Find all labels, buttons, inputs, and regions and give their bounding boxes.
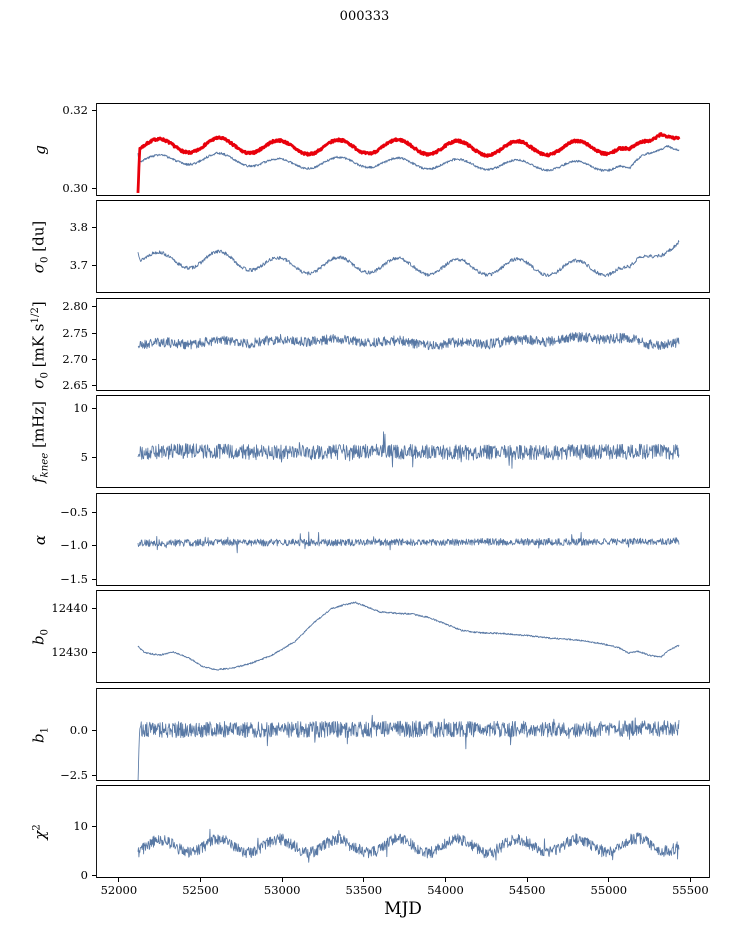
y-axis-label-segment: σ bbox=[29, 262, 48, 273]
y-tick-mark bbox=[92, 226, 96, 228]
y-tick-label: −2.5 bbox=[60, 767, 88, 782]
y-axis-label-sigma0-mks: σ0 [mK s1/2] bbox=[30, 301, 51, 389]
y-tick-label: 2.70 bbox=[62, 352, 88, 366]
y-axis-label-segment: b bbox=[29, 732, 48, 743]
x-tick-label: 54500 bbox=[508, 883, 546, 897]
x-tick-label: 52500 bbox=[182, 883, 219, 897]
y-axis-label-segment: f bbox=[29, 476, 48, 483]
y-tick-mark bbox=[92, 511, 96, 513]
y-tick-label: 10 bbox=[73, 400, 88, 415]
panel-sigma0-mks-plot bbox=[96, 298, 710, 391]
panel-fknee-plot bbox=[96, 395, 710, 488]
y-tick-label: 10 bbox=[73, 818, 88, 833]
y-tick-mark bbox=[92, 456, 96, 458]
y-axis-label-segment: α bbox=[31, 534, 49, 545]
y-axis-label-segment: knee bbox=[39, 452, 51, 477]
y-tick-label: 12430 bbox=[51, 644, 88, 659]
x-tick-label: 55500 bbox=[672, 883, 709, 897]
y-axis-label-segment: 1/2 bbox=[30, 306, 42, 324]
x-tick-mark bbox=[200, 878, 201, 882]
y-tick-mark bbox=[92, 332, 96, 334]
y-tick-label: −1.5 bbox=[60, 572, 88, 587]
y-tick-label: 12440 bbox=[51, 601, 88, 616]
y-tick-mark bbox=[92, 774, 96, 776]
y-tick-mark bbox=[92, 187, 96, 189]
y-axis-label-segment: [mHz] bbox=[29, 400, 48, 453]
y-tick-mark bbox=[92, 110, 96, 112]
y-axis-label-chi2: χ2 bbox=[31, 824, 49, 840]
panel-chi2-plot bbox=[96, 785, 710, 878]
panel-alpha-plot bbox=[96, 493, 710, 586]
y-tick-mark bbox=[92, 651, 96, 653]
figure-title: 000333 bbox=[339, 9, 390, 24]
x-tick-label: 55000 bbox=[590, 883, 628, 897]
panel-b0-plot bbox=[96, 590, 710, 683]
y-axis-label-b1: b1 bbox=[30, 726, 51, 742]
y-axis-label-segment: b bbox=[29, 634, 48, 645]
y-tick-mark bbox=[92, 265, 96, 267]
x-tick-label: 53500 bbox=[345, 883, 383, 897]
y-tick-mark bbox=[92, 729, 96, 731]
y-axis-label-segment: 0 bbox=[39, 256, 51, 263]
x-tick-label: 52000 bbox=[100, 883, 138, 897]
y-tick-label: 3.8 bbox=[69, 219, 88, 234]
y-tick-label: −1.0 bbox=[60, 538, 88, 553]
x-tick-mark bbox=[689, 878, 691, 882]
y-axis-label-segment: [mK s bbox=[29, 323, 48, 372]
x-tick-mark bbox=[526, 878, 528, 882]
y-axis-label-sigma0-du: σ0 [du] bbox=[30, 220, 51, 272]
y-axis-label-segment: g bbox=[31, 144, 49, 155]
y-tick-label: 5 bbox=[80, 449, 88, 464]
y-axis-label-segment: 2 bbox=[31, 823, 43, 831]
y-tick-mark bbox=[92, 875, 96, 877]
y-axis-label-segment: ] bbox=[29, 300, 48, 307]
y-axis-label-segment: σ bbox=[29, 378, 48, 389]
panel-g-plot bbox=[96, 103, 710, 196]
y-tick-mark bbox=[92, 385, 96, 387]
x-tick-mark bbox=[118, 878, 120, 882]
x-tick-mark bbox=[608, 878, 610, 882]
y-axis-label-segment: χ bbox=[31, 830, 49, 840]
y-tick-mark bbox=[92, 407, 96, 409]
y-axis-label-segment: [du] bbox=[29, 220, 48, 257]
x-tick-mark bbox=[445, 878, 446, 882]
y-tick-label: 3.7 bbox=[69, 258, 88, 273]
y-tick-label: 2.65 bbox=[62, 378, 88, 393]
y-tick-label: 0.30 bbox=[62, 180, 88, 195]
y-tick-label: 2.75 bbox=[62, 325, 88, 340]
panel-b1-plot bbox=[96, 688, 710, 781]
y-tick-label: 2.80 bbox=[62, 299, 88, 314]
y-tick-mark bbox=[92, 608, 96, 610]
panel-sigma0-du-plot bbox=[96, 200, 710, 293]
x-tick-label: 53000 bbox=[263, 883, 301, 897]
x-tick-mark bbox=[281, 878, 283, 882]
y-axis-label-segment: 1 bbox=[39, 726, 51, 733]
y-axis-label-segment: 0 bbox=[39, 628, 51, 635]
y-tick-label: 0 bbox=[80, 868, 88, 883]
y-axis-label-alpha: α bbox=[31, 534, 49, 544]
y-tick-label: −0.5 bbox=[60, 504, 88, 519]
y-tick-label: 0.32 bbox=[62, 103, 88, 118]
y-tick-label: 0.0 bbox=[69, 722, 88, 737]
y-axis-label-segment: 0 bbox=[39, 371, 51, 379]
y-tick-mark bbox=[92, 306, 96, 308]
x-axis-title: MJD bbox=[384, 899, 422, 919]
y-axis-label-b0: b0 bbox=[30, 628, 51, 644]
y-tick-mark bbox=[92, 359, 96, 360]
y-tick-mark bbox=[92, 579, 96, 581]
y-axis-label-fknee: fknee [mHz] bbox=[30, 400, 51, 482]
x-tick-mark bbox=[363, 878, 365, 882]
x-tick-label: 54000 bbox=[427, 883, 464, 897]
y-tick-mark bbox=[92, 825, 96, 827]
y-axis-label-g: g bbox=[31, 145, 49, 155]
y-tick-mark bbox=[92, 545, 96, 547]
